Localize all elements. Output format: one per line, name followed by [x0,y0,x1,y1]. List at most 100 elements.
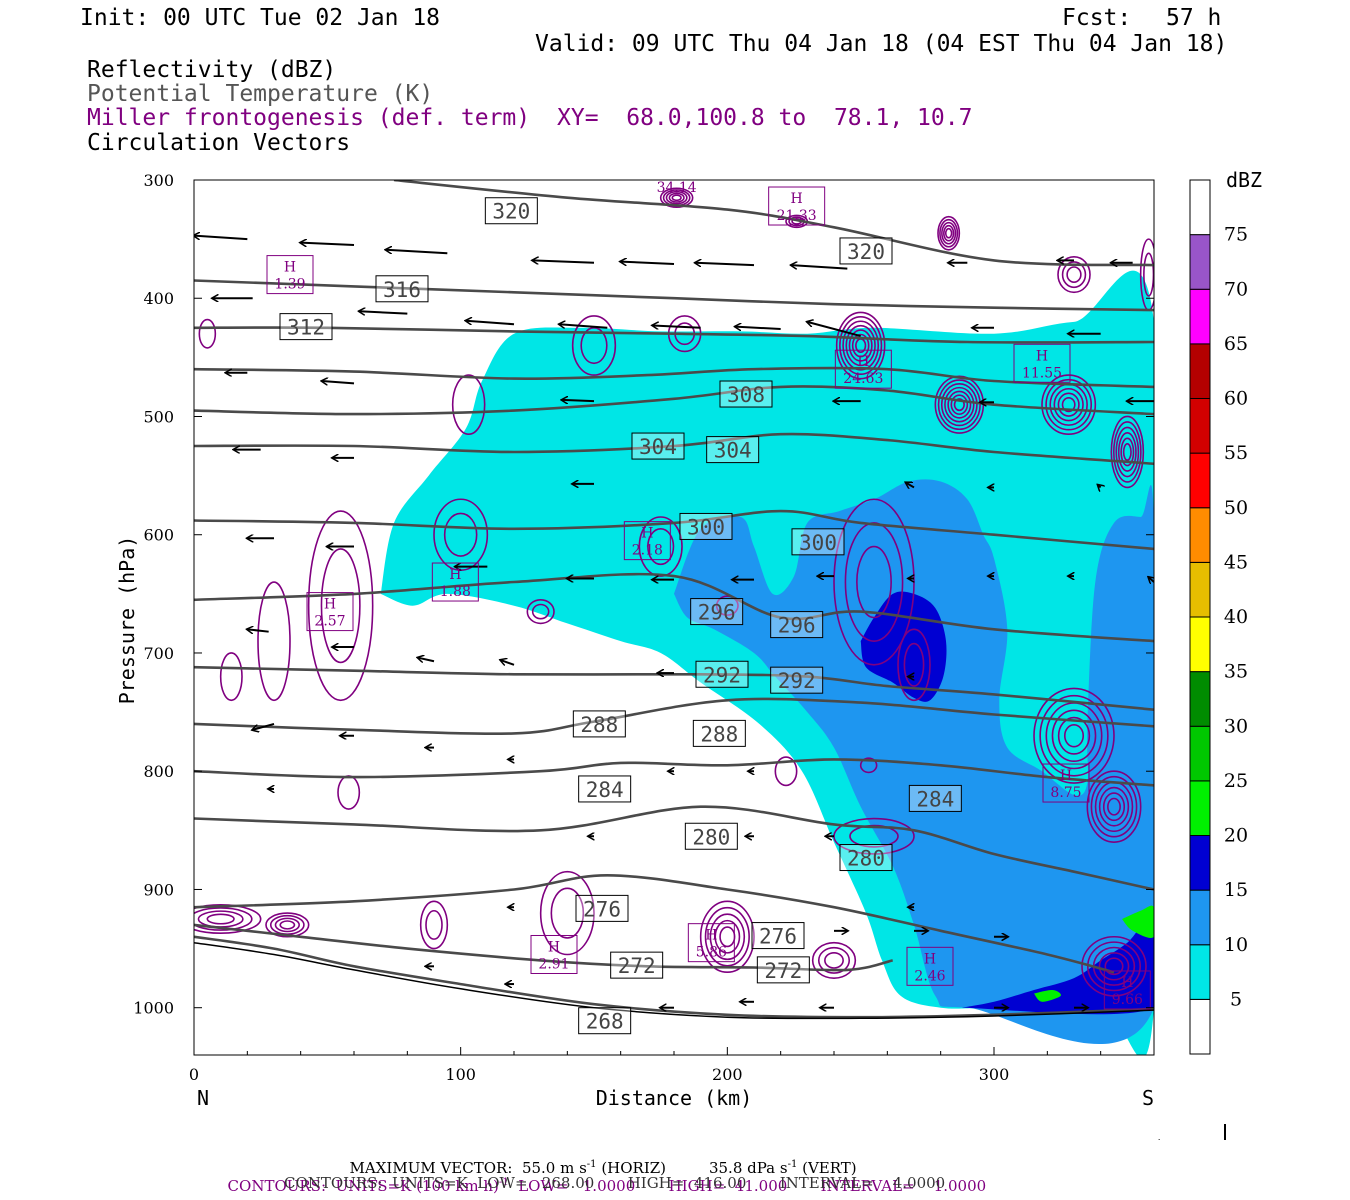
colorbar-bin [1189,671,1211,727]
x-tick-label: 0 [189,1065,199,1084]
colorbar-bin [1189,616,1211,673]
colorbar-label: 75 [1224,224,1248,246]
frontogenesis-contour [699,900,755,974]
frontogenesis-contour [1061,261,1087,289]
frontogenesis-contour [947,390,972,419]
theta-label-box [706,436,760,464]
circulation-vector [807,322,861,338]
y-tick-label: 900 [143,880,174,899]
fronto-high-value: 1.88 [440,584,471,600]
fronto-high-marker: H [1121,975,1133,991]
frontogenesis-contour [848,329,873,362]
frontogenesis-contour [1033,687,1115,784]
theta-label: 272 [618,954,656,978]
theta-contour-312 [194,326,1154,344]
theta-label-box [684,822,738,850]
theta-label: 296 [698,601,736,625]
header-valid: Valid: 09 UTC Thu 04 Jan 18 (04 EST Thu … [535,31,1228,57]
frontogenesis-contour [671,194,682,202]
frontogenesis-contour [1086,770,1142,843]
terrain-line [194,941,1154,1020]
frontogenesis-contour [1039,694,1109,777]
frontogenesis-contour [845,324,876,367]
frontogenesis-contour [539,870,595,956]
theta-label-box [610,951,664,979]
frontogenesis-contour [274,917,300,933]
fronto-high-value: 1.39 [274,277,305,293]
theta-label-box [575,894,629,922]
theta-label: 292 [778,669,816,693]
frontogenesis-contour [1122,442,1132,461]
frontogenesis-contour [337,775,361,810]
frontogenesis-contour [950,394,969,415]
theta-contour-284 [194,758,1154,787]
frontogenesis-contour [647,528,675,566]
fronto-high-box [906,946,954,986]
axes: 300 400 500 600 700 800 900 1000 0 100 200 300 [133,171,1154,1084]
colorbar-label: 15 [1224,879,1248,901]
frontogenesis-contour [1057,256,1091,294]
colorbar-bin [1189,343,1211,399]
circulation-vector [501,660,515,665]
fronto-high-marker: H [791,191,803,207]
theta-label-box [839,237,893,265]
colorbar-bin [1189,288,1211,345]
circulation-vector [194,236,248,241]
footer-contours-theta: CONTOURS: UNITS=K LOW= 268.00 HIGH= 416.… [284,1174,946,1192]
theta-contour-272 [194,923,894,972]
y-tick-label: 800 [143,762,174,781]
theta-label-box [719,380,773,408]
frontogenesis-contour [571,315,617,376]
frontogenesis-contour [709,913,746,961]
frontogenesis-contour [844,522,904,642]
theta-label-box [578,775,632,803]
colorbar-label: 55 [1224,442,1248,464]
frontogenesis-contour [839,316,883,376]
frontogenesis-contour [824,952,844,969]
fronto-high-box [1103,970,1151,1010]
theta-label: 272 [764,959,802,983]
theta-contour-308 [194,385,1154,416]
theta-label: 312 [287,316,325,340]
colorbar-label: 25 [1224,770,1248,792]
x-axis-label: Distance (km) [596,1086,753,1110]
fronto-high-box [306,592,354,632]
circulation-vector [906,483,915,488]
frontogenesis-contour [257,581,291,702]
theta-contour-300 [194,509,1154,551]
frontogenesis-contour [1061,397,1076,413]
theta-label: 276 [583,897,621,921]
circulation-vector [418,658,435,662]
fronto-high-value: 2.46 [914,968,945,984]
frontogenesis-contour [1110,415,1145,489]
theta-label-box [839,844,893,872]
theta-label-box [791,528,845,556]
theta-label: 304 [639,435,677,459]
theta-label: 308 [727,383,765,407]
frontogenesis-contours [194,187,1154,997]
colorbar-bin [1189,452,1211,509]
footer-max-vector: MAXIMUM VECTOR: 55.0 m s-1 (HORIZ) 35.8 … [349,1159,857,1177]
y-axis-label: Pressure (hPa) [115,536,139,705]
reference-vector-icon [1157,1124,1226,1140]
header-fcst-value: 57 h [1166,5,1222,31]
frontogenesis-contour [320,548,361,664]
frontogenesis-contour [659,187,694,208]
theta-label-box [572,710,626,738]
frontogenesis-contour [451,374,486,436]
theta-label: 320 [847,240,885,264]
theta-label-box [756,956,810,984]
frontogenesis-contour [842,320,880,371]
circulation-vector [1149,577,1154,582]
fronto-high-marker: H [1036,348,1048,364]
frontogenesis-contour [665,190,688,205]
fronto-high-marker: H [1060,768,1072,784]
frontogenesis-highs: H1.39H21.33H24.63H11.55H2.18H1.88H2.57H8… [266,180,1151,1010]
frontogenesis-contour [937,215,961,251]
fronto-high-marker: H [641,526,653,542]
theta-label: 280 [692,825,730,849]
frontogenesis-contour [1041,374,1097,436]
circulation-vector [559,324,608,329]
fronto-high-value: 2.57 [314,614,345,630]
